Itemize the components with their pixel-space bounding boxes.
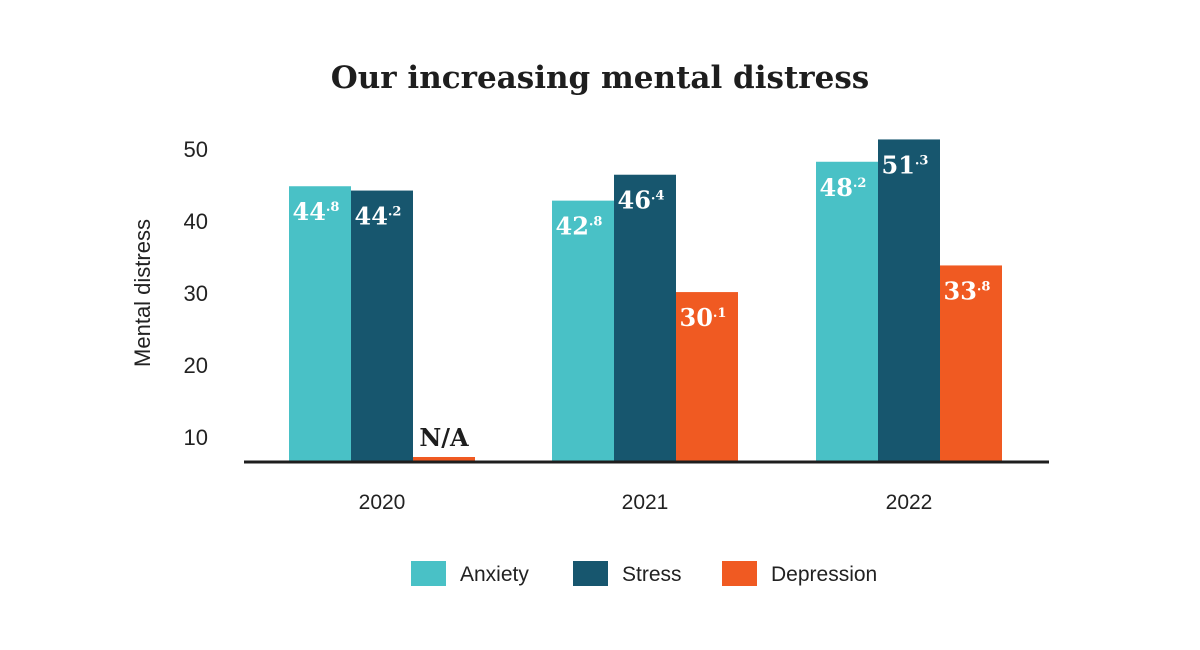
- bar-value-label: 30.1: [680, 303, 727, 332]
- bar-value-label: 48.2: [820, 173, 867, 202]
- y-tick-label: 30: [184, 281, 208, 306]
- legend-label-depression: Depression: [771, 563, 877, 586]
- bar-anxiety: [552, 200, 614, 462]
- bar-value-label: 46.4: [618, 186, 665, 215]
- legend-label-anxiety: Anxiety: [460, 563, 529, 586]
- x-tick-label: 2021: [622, 491, 669, 514]
- bars-group: 44.8 44.2 N/A 42.8 46.4 30.1 48.2 51.3 33.8: [289, 139, 1002, 463]
- x-tick-label: 2020: [359, 491, 406, 514]
- chart-title: Our increasing mental distress: [331, 60, 869, 96]
- bar-anxiety: [289, 186, 351, 463]
- bar-depression: [940, 265, 1002, 462]
- legend-swatch-stress: [573, 561, 608, 586]
- legend-label-stress: Stress: [622, 563, 682, 586]
- legend-swatch-anxiety: [411, 561, 446, 586]
- bar-value-label: 44.8: [293, 197, 340, 226]
- legend: Anxiety Stress Depression: [411, 561, 877, 586]
- legend-swatch-depression: [722, 561, 757, 586]
- y-tick-label: 10: [184, 425, 208, 450]
- bar-value-label: 51.3: [882, 150, 929, 179]
- y-tick-label: 50: [184, 137, 208, 162]
- y-tick-label: 20: [184, 353, 208, 378]
- bar-value-label: 44.2: [355, 202, 402, 231]
- bar-stress: [351, 190, 413, 462]
- y-tick-label: 40: [184, 209, 208, 234]
- x-tick-label: 2022: [886, 491, 933, 514]
- y-axis-ticks: 10 20 30 40 50: [184, 137, 208, 450]
- bar-stress: [878, 139, 940, 462]
- bar-anxiety: [816, 161, 878, 462]
- bar-missing: [413, 457, 475, 462]
- na-label: N/A: [419, 423, 469, 452]
- x-axis-ticks: 2020 2021 2022: [359, 491, 933, 514]
- bar-value-label: 33.8: [944, 276, 991, 305]
- bar-depression: [676, 292, 738, 462]
- bar-value-label: 42.8: [556, 212, 603, 241]
- y-axis-label: Mental distress: [130, 219, 155, 367]
- bar-stress: [614, 174, 676, 462]
